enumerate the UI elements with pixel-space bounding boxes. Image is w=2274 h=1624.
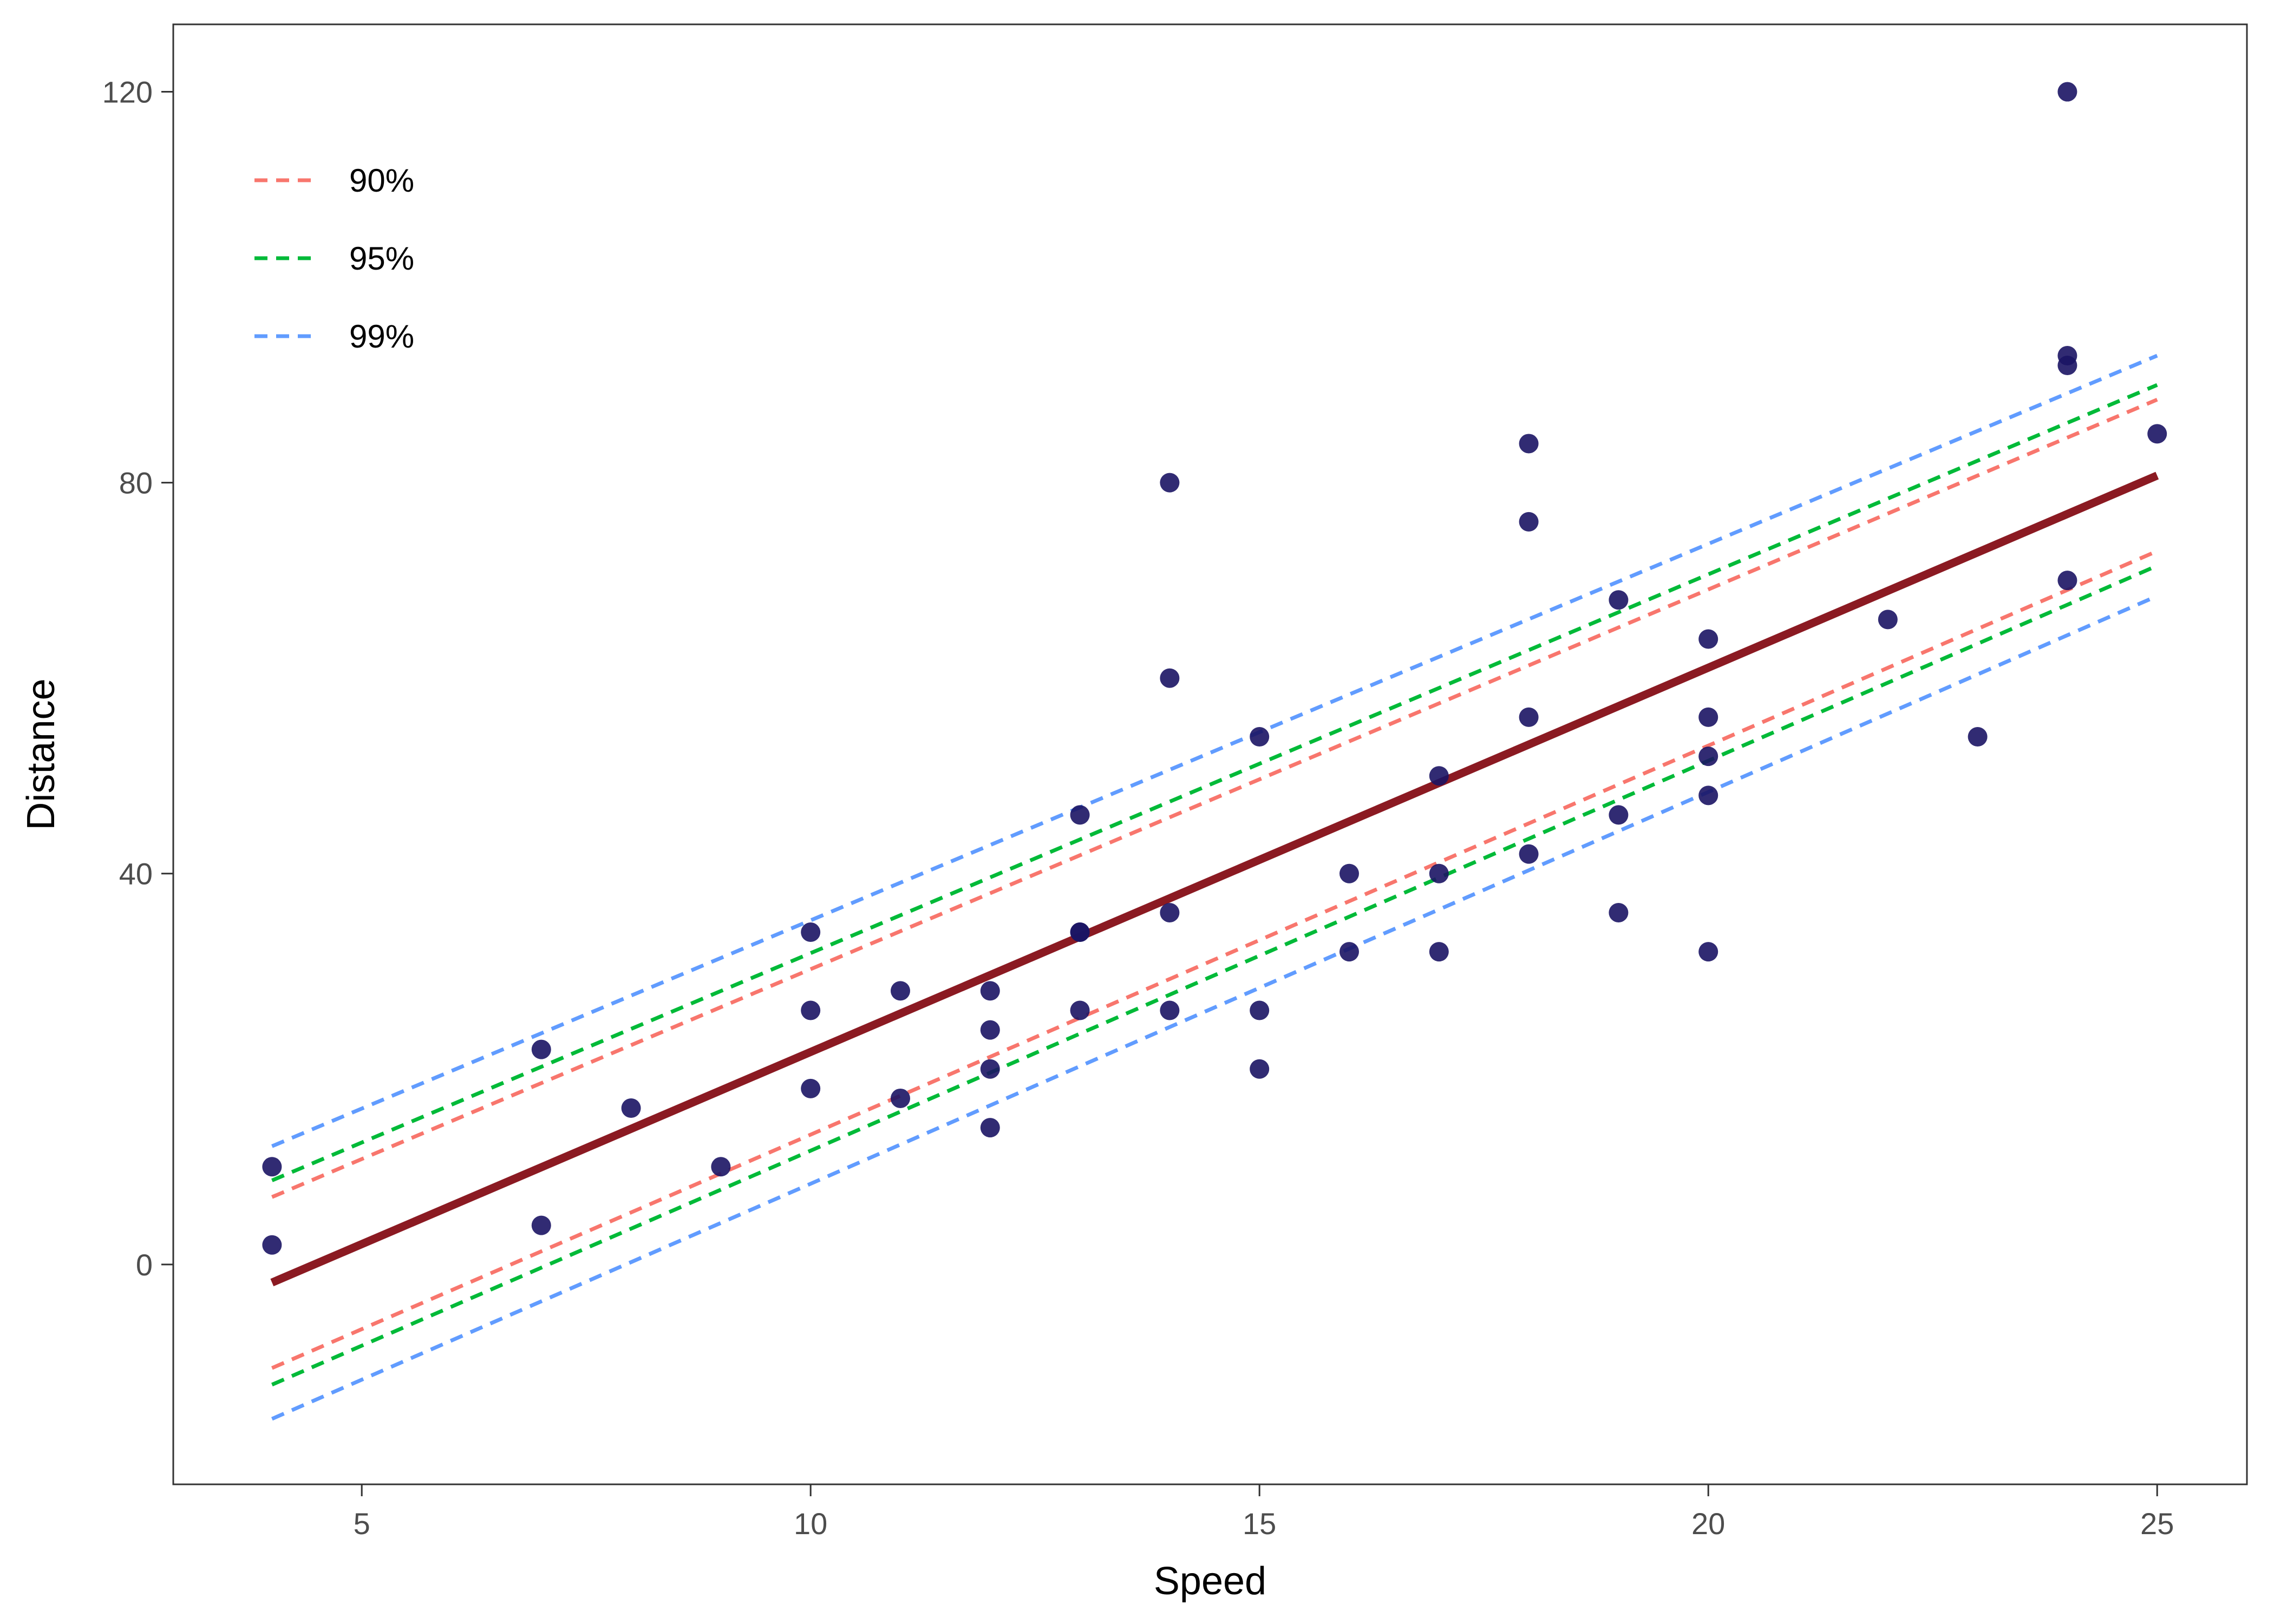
data-point: [890, 981, 910, 1001]
data-point: [1519, 844, 1539, 864]
data-point: [2147, 424, 2167, 444]
data-point: [1519, 512, 1539, 532]
y-tick-label: 120: [102, 75, 153, 109]
fit-line-layer: [270, 472, 2159, 1287]
data-point: [1160, 473, 1180, 493]
x-axis: 5 10 15 20 25: [354, 1484, 2174, 1541]
x-tick-label: 5: [354, 1507, 370, 1541]
plot-panel-frame: [172, 23, 2248, 1485]
x-tick-label: 20: [1691, 1507, 1725, 1541]
data-point: [1698, 942, 1718, 962]
data-point: [621, 1098, 641, 1118]
data-point: [1429, 863, 1449, 883]
y-axis: 0 40 80 120: [102, 75, 173, 1282]
interval-bands: [271, 353, 2158, 1421]
data-point: [890, 1088, 910, 1108]
data-point: [1698, 707, 1718, 727]
data-point: [1339, 942, 1359, 962]
data-point: [1070, 1000, 1090, 1020]
data-point: [1160, 668, 1180, 688]
band-lower-90: [271, 549, 2158, 1370]
data-point: [1698, 746, 1718, 767]
data-point: [1519, 707, 1539, 727]
legend-label-99: 99%: [349, 318, 414, 355]
data-point: [2057, 82, 2077, 102]
x-tick-label: 15: [1243, 1507, 1276, 1541]
y-tick-label: 40: [119, 857, 153, 891]
data-point: [1878, 610, 1898, 630]
data-point: [531, 1215, 551, 1235]
data-point: [1160, 1000, 1180, 1020]
y-tick-label: 80: [119, 466, 153, 500]
legend-label-95: 95%: [349, 240, 414, 277]
data-point: [801, 922, 821, 942]
data-point: [1250, 1000, 1270, 1020]
x-tick-label: 25: [2140, 1507, 2174, 1541]
data-point: [1609, 902, 1629, 922]
data-point: [980, 981, 1000, 1001]
data-point: [1519, 434, 1539, 454]
data-point: [1609, 590, 1629, 610]
band-upper-90: [271, 397, 2158, 1199]
band-upper-95: [271, 383, 2158, 1182]
legend-label-90: 90%: [349, 162, 414, 199]
data-point: [2057, 345, 2077, 365]
data-point: [980, 1118, 1000, 1138]
points-layer: [262, 82, 2167, 1255]
x-tick-label: 10: [794, 1507, 827, 1541]
data-point: [980, 1020, 1000, 1040]
x-axis-title: Speed: [1154, 1560, 1266, 1603]
data-point: [262, 1157, 282, 1177]
data-point: [1429, 766, 1449, 786]
data-point: [1968, 727, 1988, 747]
data-point: [1429, 942, 1449, 962]
y-tick-label: 0: [136, 1248, 153, 1282]
data-point: [1160, 902, 1180, 922]
band-lower-99: [271, 594, 2158, 1421]
data-point: [2057, 571, 2077, 591]
data-point: [1698, 785, 1718, 806]
data-point: [801, 1078, 821, 1098]
data-point: [1070, 805, 1090, 825]
band-lower-95: [271, 564, 2158, 1387]
data-point: [801, 1000, 821, 1020]
data-point: [1250, 727, 1270, 747]
data-point: [262, 1235, 282, 1255]
data-point: [1070, 922, 1090, 942]
band-upper-99: [271, 353, 2158, 1148]
data-point: [1609, 805, 1629, 825]
y-axis-title: Distance: [19, 678, 63, 830]
data-point: [531, 1039, 551, 1059]
regression-line: [270, 472, 2159, 1287]
data-point: [1698, 629, 1718, 649]
legend: 90% 95% 99%: [254, 162, 414, 355]
data-point: [980, 1059, 1000, 1079]
data-point: [1250, 1059, 1270, 1079]
data-point: [711, 1157, 731, 1177]
data-point: [1339, 863, 1359, 883]
